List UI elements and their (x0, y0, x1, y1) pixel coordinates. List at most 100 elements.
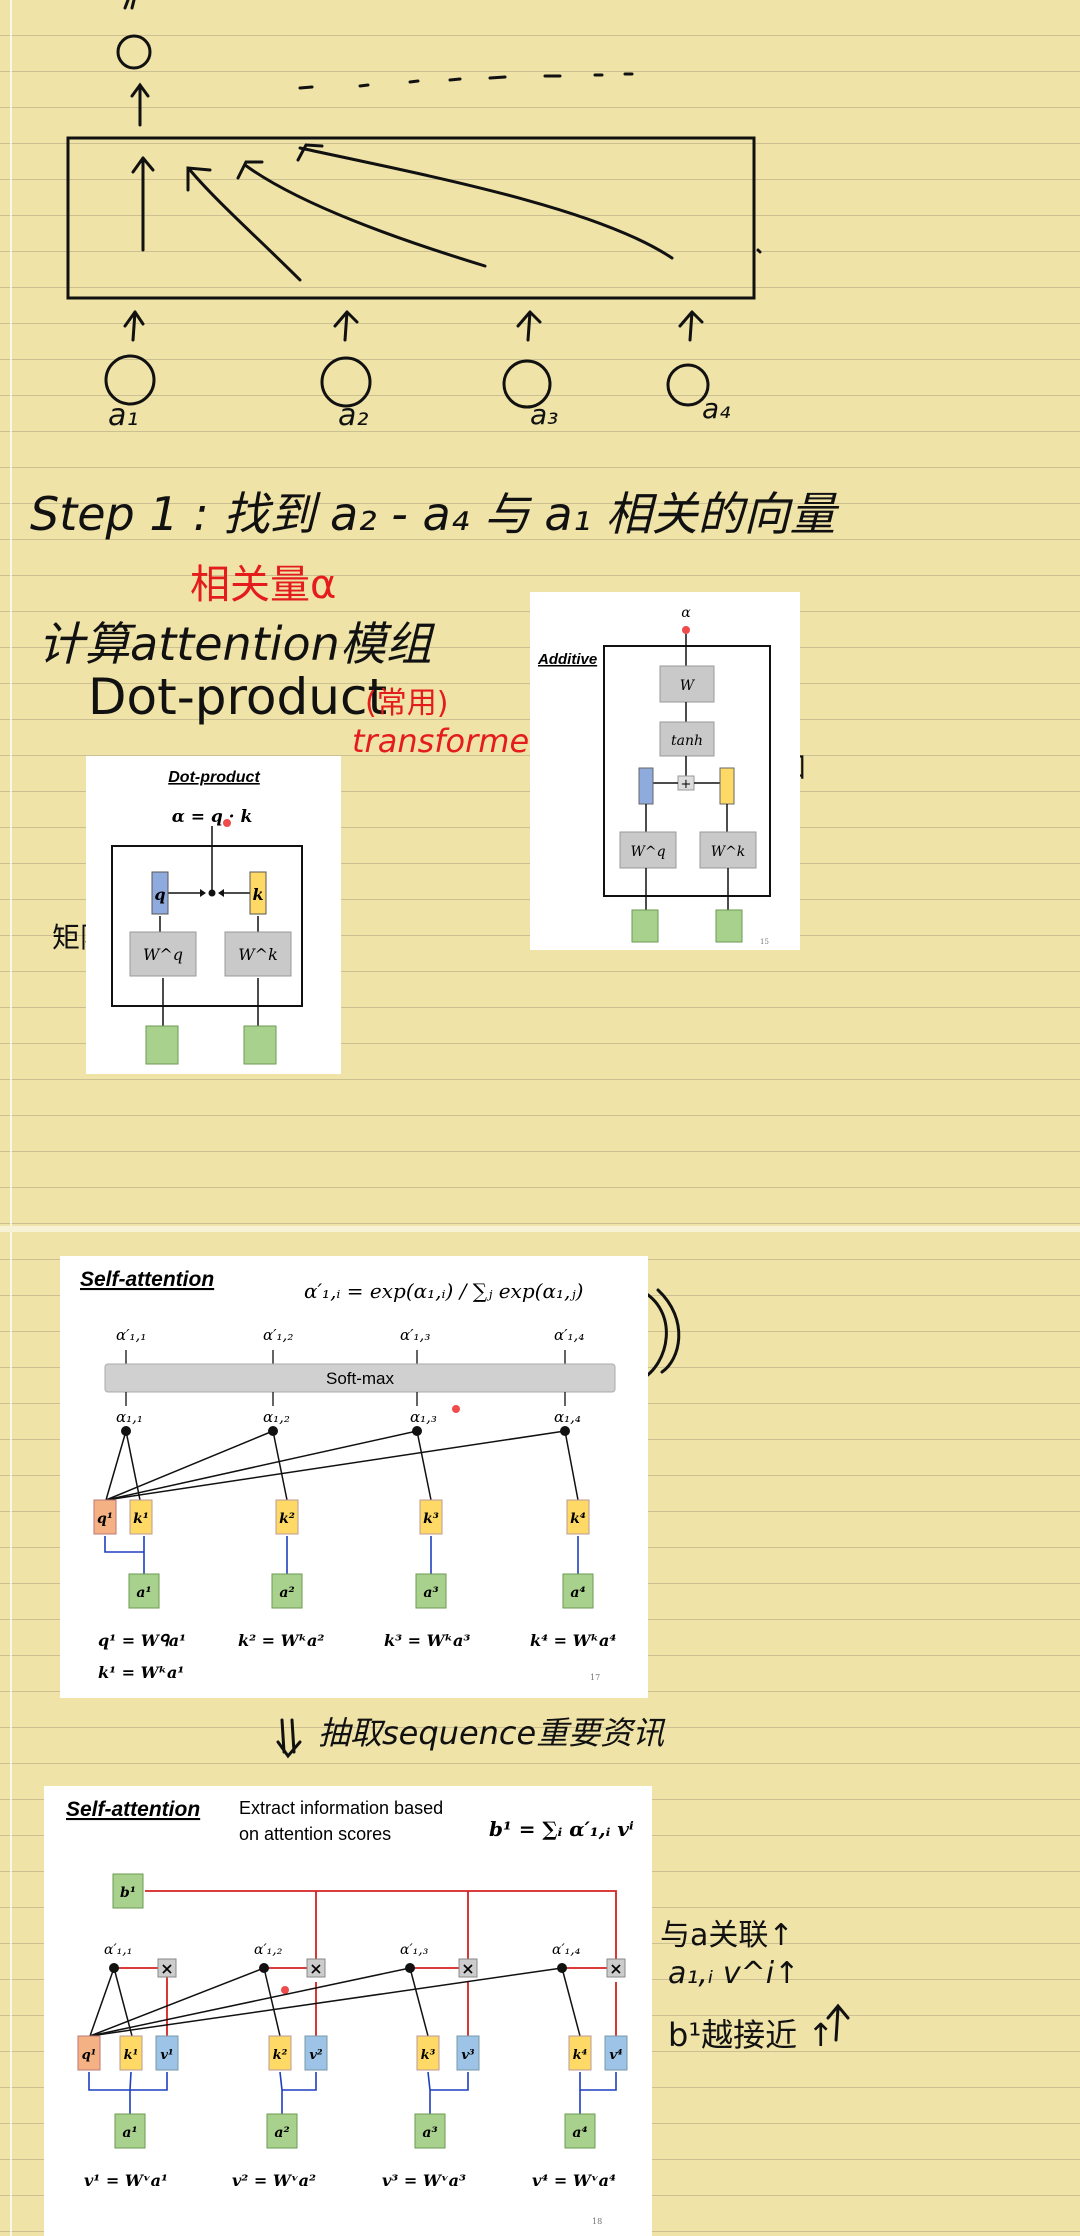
additive-frame (603, 645, 771, 897)
input-circle-2 (320, 356, 372, 408)
q1-label: q¹ (82, 2048, 97, 2063)
dot-product-title: Dot-product (168, 769, 260, 786)
input-circle-3 (502, 359, 552, 409)
b1-box (112, 1873, 144, 1909)
pointer-dot (223, 819, 231, 827)
input-label-2: a₂ (338, 398, 369, 433)
k4-label: k⁴ (570, 1511, 586, 1527)
page-number: 15 (760, 938, 769, 946)
right-note-1: 与a关联↑ (660, 1918, 794, 1953)
transformer-note: transformer (352, 722, 543, 760)
alpha-prime-2: α′₁,₂ (263, 1326, 293, 1344)
attention-layer-box (66, 136, 756, 300)
k3-label: k³ (421, 2048, 436, 2063)
k2-label: k² (279, 1511, 295, 1527)
input-box-1 (631, 909, 659, 943)
wq-label: W^q (630, 844, 665, 860)
output-circle (116, 34, 152, 70)
a1-label: a¹ (136, 1585, 151, 1601)
k4-label: k⁴ (573, 2048, 588, 2063)
k-vector-box (719, 767, 735, 805)
alpha-prime-4: α′₁,₄ (552, 1942, 581, 1958)
k2-label: k² (273, 2048, 288, 2063)
v3-label: v³ (461, 2048, 475, 2063)
pointer-dot (682, 626, 690, 634)
equation-v4: v⁴ = Wᵛa⁴ (532, 2171, 616, 2190)
dot-product-formula: α = q · k (172, 807, 253, 827)
softmax-label: Soft-max (326, 1369, 395, 1388)
k2-box (268, 2035, 292, 2071)
a1-label: a¹ (122, 2125, 137, 2141)
w-box (659, 665, 715, 703)
page-number: 18 (592, 2217, 602, 2226)
a4-box (562, 1573, 594, 1609)
a3-label: a³ (423, 1585, 438, 1601)
equation-k4: k⁴ = Wᵏa⁴ (530, 1631, 616, 1650)
k1-label: k¹ (124, 2048, 139, 2063)
k2-box (275, 1499, 299, 1535)
k1-label: k¹ (133, 1511, 149, 1527)
tanh-label: tanh (671, 733, 703, 749)
alpha-prime-1: α′₁,₁ (116, 1326, 146, 1344)
equation-q1: q¹ = Wᑫa¹ (98, 1631, 186, 1650)
a1-box (114, 2113, 146, 2149)
right-note-3: b¹越接近 ↑ (668, 2016, 835, 2054)
a2-box (271, 1573, 303, 1609)
a2-label: a² (279, 1585, 294, 1601)
k1-box (119, 2035, 143, 2071)
a4-label: a⁴ (572, 2125, 587, 2141)
k4-box (568, 2035, 592, 2071)
k3-box (416, 2035, 440, 2071)
equation-k3: k³ = Wᵏa³ (384, 1631, 470, 1650)
a4-box (564, 2113, 596, 2149)
a3-label: a³ (422, 2125, 437, 2141)
equation-k2: k² = Wᵏa² (238, 1631, 324, 1650)
v3-box (456, 2035, 480, 2071)
wq-box (619, 831, 677, 869)
v4-label: v⁴ (609, 2048, 623, 2063)
extract-note: 抽取sequence重要资讯 (318, 1714, 665, 1752)
slide-title: Self-attention (66, 1798, 200, 1821)
right-note-2: a₁,ᵢ v^i↑ (668, 1956, 800, 1991)
svg-text:×: × (461, 1959, 474, 1978)
v2-label: v² (309, 2048, 323, 2063)
input-circle-4 (666, 363, 710, 407)
alpha-prime-4: α′₁,₄ (554, 1326, 584, 1344)
alpha-prime-3: α′₁,₃ (400, 1326, 430, 1344)
pointer-dot (452, 1405, 460, 1413)
k4-box (566, 1499, 590, 1535)
additive-alpha: α (681, 605, 691, 621)
wk-label: W^k (238, 945, 278, 964)
softmax-formula: α′₁,ᵢ = exp(α₁,ᵢ) / ∑ⱼ exp(α₁,ⱼ) (304, 1279, 583, 1303)
page-break (0, 1226, 1080, 1232)
q1-box (77, 2035, 101, 2071)
slide-subtitle-line2: on attention scores (239, 1824, 391, 1844)
alpha-4: α₁,₄ (554, 1408, 581, 1426)
b1-label: b¹ (120, 1885, 136, 1901)
alpha-1: α₁,₁ (116, 1408, 143, 1426)
input-label-1: a₁ (108, 398, 139, 433)
wk-label: W^k (711, 844, 746, 860)
equation-v3: v³ = Wᵛa³ (382, 2171, 466, 2190)
page-margin-line (10, 0, 12, 2236)
k-label: k (252, 885, 263, 904)
pointer-dot (281, 1986, 289, 1994)
a4-label: a⁴ (570, 1585, 585, 1601)
q1-box (93, 1499, 117, 1535)
q1-label: q¹ (97, 1511, 113, 1527)
input-label-3: a₃ (530, 398, 559, 431)
wk-box (224, 931, 292, 977)
extract-slide: Self-attention Extract information based… (44, 1786, 652, 2236)
plus-label: + (681, 777, 692, 792)
alpha-prime-3: α′₁,₃ (400, 1942, 429, 1958)
v4-box (604, 2035, 628, 2071)
q-box (151, 871, 169, 915)
dot-product-card: Dot-product α = q · k q k W^q W^k (86, 756, 341, 1074)
k3-label: k³ (423, 1511, 439, 1527)
slide-title: Self-attention (80, 1268, 214, 1291)
svg-text:×: × (609, 1959, 622, 1978)
equation-v2: v² = Wᵛa² (232, 2171, 316, 2190)
v2-box (304, 2035, 328, 2071)
a1-box (128, 1573, 160, 1609)
